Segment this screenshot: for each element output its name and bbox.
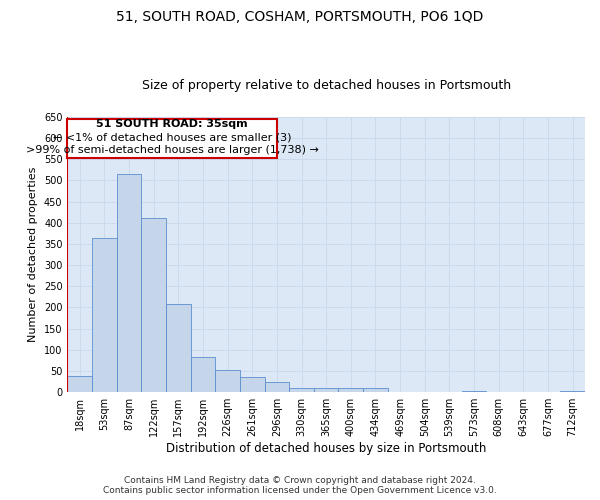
Bar xyxy=(338,388,363,392)
Bar xyxy=(215,370,240,392)
Bar xyxy=(363,388,388,392)
Bar xyxy=(141,218,166,392)
Bar xyxy=(265,382,289,392)
Text: Contains HM Land Registry data © Crown copyright and database right 2024.
Contai: Contains HM Land Registry data © Crown c… xyxy=(103,476,497,495)
Text: >99% of semi-detached houses are larger (1,738) →: >99% of semi-detached houses are larger … xyxy=(26,145,319,155)
X-axis label: Distribution of detached houses by size in Portsmouth: Distribution of detached houses by size … xyxy=(166,442,487,455)
Text: 51 SOUTH ROAD: 35sqm: 51 SOUTH ROAD: 35sqm xyxy=(96,119,248,129)
Bar xyxy=(560,390,585,392)
Text: ← <1% of detached houses are smaller (3): ← <1% of detached houses are smaller (3) xyxy=(53,132,292,142)
Title: Size of property relative to detached houses in Portsmouth: Size of property relative to detached ho… xyxy=(142,79,511,92)
FancyBboxPatch shape xyxy=(67,119,277,158)
Bar xyxy=(289,388,314,392)
Bar xyxy=(92,238,116,392)
Text: 51, SOUTH ROAD, COSHAM, PORTSMOUTH, PO6 1QD: 51, SOUTH ROAD, COSHAM, PORTSMOUTH, PO6 … xyxy=(116,10,484,24)
Bar xyxy=(462,390,487,392)
Bar xyxy=(314,388,338,392)
Bar xyxy=(166,304,191,392)
Bar xyxy=(191,356,215,392)
Bar xyxy=(116,174,141,392)
Bar xyxy=(240,376,265,392)
Bar xyxy=(67,376,92,392)
Y-axis label: Number of detached properties: Number of detached properties xyxy=(28,167,38,342)
